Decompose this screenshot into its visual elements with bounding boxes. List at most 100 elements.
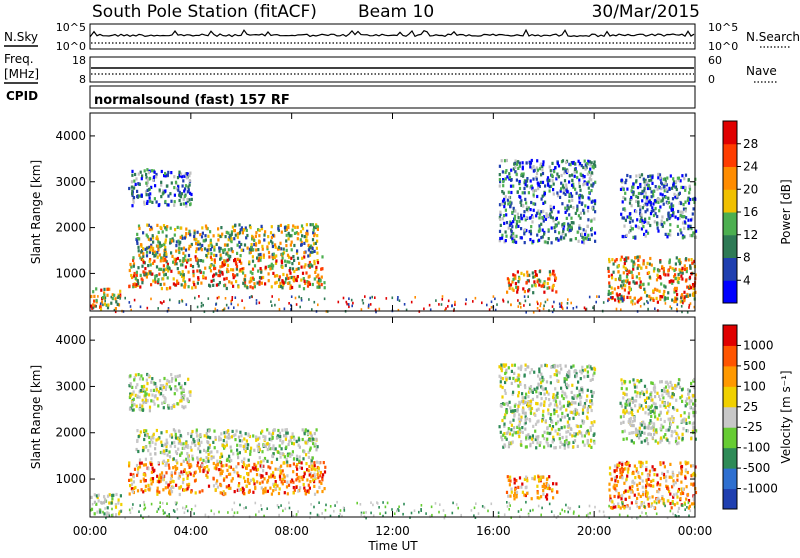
power-echo-cell bbox=[235, 234, 237, 237]
power-echo-cell bbox=[648, 282, 650, 285]
power-scatter-cell bbox=[249, 296, 251, 299]
velocity-echo-cell bbox=[628, 432, 630, 435]
power-echo-cell bbox=[147, 178, 149, 181]
velocity-echo-cell bbox=[180, 463, 182, 466]
velocity-echo-cell bbox=[241, 460, 243, 463]
power-echo-cell bbox=[284, 260, 286, 263]
power-colorbar-segment bbox=[723, 189, 737, 212]
velocity-echo-cell bbox=[570, 366, 572, 369]
velocity-echo-cell bbox=[256, 480, 258, 483]
velocity-echo-cell bbox=[312, 478, 314, 481]
power-echo-cell bbox=[533, 280, 535, 283]
power-echo-cell bbox=[561, 202, 563, 205]
velocity-echo-cell bbox=[223, 479, 225, 482]
velocity-echo-cell bbox=[690, 483, 692, 486]
power-echo-cell bbox=[278, 246, 280, 249]
power-echo-cell bbox=[167, 171, 169, 174]
power-echo-cell bbox=[632, 219, 634, 222]
power-scatter-cell bbox=[598, 295, 600, 298]
velocity-echo-cell bbox=[225, 431, 227, 434]
power-echo-cell bbox=[225, 235, 227, 238]
velocity-echo-cell bbox=[285, 446, 287, 449]
velocity-echo-cell bbox=[548, 412, 550, 415]
power-echo-cell bbox=[648, 271, 650, 274]
velocity-echo-cell bbox=[512, 391, 514, 394]
velocity-echo-cell bbox=[308, 465, 310, 468]
velocity-echo-cell bbox=[676, 502, 678, 505]
power-echo-cell bbox=[505, 169, 507, 172]
velocity-echo-cell bbox=[246, 447, 248, 450]
velocity-echo-cell bbox=[505, 369, 507, 372]
power-echo-cell bbox=[261, 282, 263, 285]
velocity-echo-cell bbox=[194, 479, 196, 482]
power-echo-cell bbox=[270, 231, 272, 234]
velocity-echo-cell bbox=[566, 441, 568, 444]
power-echo-cell bbox=[561, 174, 563, 177]
power-echo-cell bbox=[306, 239, 308, 242]
velocity-echo-cell bbox=[541, 387, 543, 390]
power-scatter-cell bbox=[364, 295, 366, 298]
power-echo-cell bbox=[93, 300, 95, 303]
power-echo-cell bbox=[194, 232, 196, 235]
velocity-echo-cell bbox=[256, 473, 258, 476]
power-echo-cell bbox=[623, 280, 625, 283]
velocity-echo-cell bbox=[512, 409, 514, 412]
velocity-echo-cell bbox=[624, 430, 626, 433]
power-echo-cell bbox=[170, 171, 172, 174]
power-echo-cell bbox=[544, 192, 546, 195]
velocity-echo-cell bbox=[131, 483, 133, 486]
velocity-echo-cell bbox=[559, 401, 561, 404]
velocity-echo-cell bbox=[314, 443, 316, 446]
velocity-echo-cell bbox=[531, 438, 533, 441]
velocity-echo-cell bbox=[279, 435, 281, 438]
power-echo-cell bbox=[151, 273, 153, 276]
power-scatter-cell bbox=[618, 300, 620, 303]
velocity-echo-cell bbox=[678, 378, 680, 381]
power-echo-cell bbox=[553, 219, 555, 222]
velocity-echo-cell bbox=[157, 404, 159, 407]
power-echo-cell bbox=[517, 270, 519, 273]
velocity-echo-cell bbox=[133, 403, 135, 406]
power-echo-cell bbox=[567, 225, 569, 228]
power-echo-cell bbox=[226, 231, 228, 234]
velocity-echo-cell bbox=[308, 484, 310, 487]
velocity-echo-cell bbox=[524, 428, 526, 431]
velocity-echo-cell bbox=[230, 449, 232, 452]
power-echo-cell bbox=[553, 183, 555, 186]
velocity-echo-cell bbox=[220, 453, 222, 456]
velocity-echo-cell bbox=[549, 432, 551, 435]
power-echo-cell bbox=[665, 196, 667, 199]
velocity-echo-cell bbox=[186, 472, 188, 475]
power-scatter-cell bbox=[510, 303, 512, 306]
velocity-echo-cell bbox=[216, 479, 218, 482]
power-echo-cell bbox=[682, 221, 684, 224]
power-echo-cell bbox=[300, 279, 302, 282]
power-echo-cell bbox=[154, 184, 156, 187]
power-echo-cell bbox=[303, 265, 305, 268]
velocity-echo-cell bbox=[322, 473, 324, 476]
velocity-echo-cell bbox=[540, 403, 542, 406]
velocity-echo-cell bbox=[189, 466, 191, 469]
velocity-echo-cell bbox=[141, 488, 143, 491]
velocity-echo-cell bbox=[503, 363, 505, 366]
velocity-echo-cell bbox=[678, 507, 680, 510]
power-echo-cell bbox=[156, 265, 158, 268]
power-echo-cell bbox=[566, 217, 568, 220]
power-echo-cell bbox=[523, 187, 525, 190]
power-echo-cell bbox=[563, 236, 565, 239]
velocity-echo-cell bbox=[546, 497, 548, 500]
velocity-echo-cell bbox=[622, 396, 624, 399]
power-echo-cell bbox=[680, 202, 682, 205]
power-echo-cell bbox=[136, 190, 138, 193]
power-echo-cell bbox=[560, 187, 562, 190]
power-echo-cell bbox=[673, 269, 675, 272]
power-echo-cell bbox=[524, 290, 526, 293]
velocity-echo-cell bbox=[552, 396, 554, 399]
velocity-echo-cell bbox=[129, 492, 131, 495]
power-echo-cell bbox=[662, 199, 664, 202]
velocity-echo-cell bbox=[684, 477, 686, 480]
velocity-echo-cell bbox=[171, 471, 173, 474]
power-echo-cell bbox=[688, 258, 690, 261]
power-echo-cell bbox=[648, 217, 650, 220]
power-echo-cell bbox=[138, 237, 140, 240]
